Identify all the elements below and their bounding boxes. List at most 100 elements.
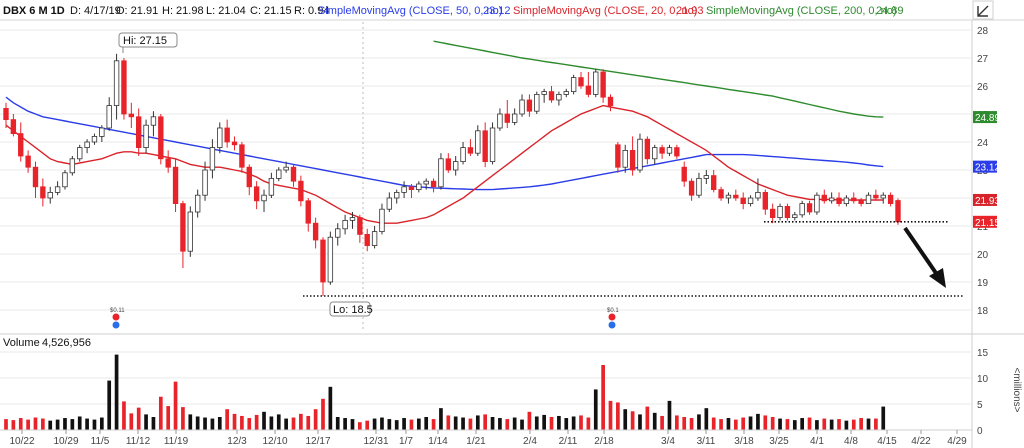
candle <box>799 200 805 218</box>
candle-body <box>792 214 798 219</box>
date-tick-label: 4/15 <box>877 436 897 447</box>
date-tick-label: 12/3 <box>227 436 247 447</box>
volume-bar <box>92 419 97 430</box>
date-tick-label: 2/18 <box>594 436 614 447</box>
candle-body <box>69 158 76 174</box>
candle-body <box>828 197 835 202</box>
candle-body <box>637 138 643 171</box>
volume-bar <box>638 414 642 430</box>
candle-body <box>865 194 872 204</box>
volume-bar <box>461 417 465 430</box>
volume-bar <box>240 415 244 430</box>
candle-body <box>497 113 503 129</box>
candle-body <box>556 94 562 101</box>
candle-body <box>298 180 304 202</box>
volume-bar <box>299 413 303 430</box>
date-tick-label: 12/17 <box>305 436 330 447</box>
candle-body <box>180 203 186 252</box>
volume-bar <box>851 419 856 430</box>
candle-body <box>644 138 651 160</box>
candlesticks <box>3 53 901 296</box>
candle-body <box>755 191 761 199</box>
sma20-value: 21.93 <box>676 5 704 17</box>
candle-body <box>357 217 363 235</box>
candle-body <box>239 144 245 168</box>
candle <box>194 189 201 218</box>
candle-body <box>349 217 356 221</box>
candle <box>644 136 651 165</box>
candle <box>806 200 813 215</box>
candle <box>217 122 223 154</box>
price-tick-label: 27 <box>977 54 989 65</box>
earnings-marker-2[interactable]: $0.1 <box>607 308 619 329</box>
candle <box>113 53 120 120</box>
date-tick-label: 2/11 <box>559 436 578 447</box>
candle <box>755 178 761 201</box>
volume-bar <box>815 420 819 430</box>
candle <box>187 206 193 257</box>
volume-bar <box>380 417 384 430</box>
candle-body <box>408 186 415 191</box>
volume-bar <box>48 420 53 430</box>
candle <box>150 111 157 137</box>
earnings-marker-1[interactable]: $0.11 <box>110 308 125 329</box>
volume-bar <box>225 409 229 430</box>
drawing-icon[interactable] <box>972 0 994 20</box>
range-label: R: 0.94 <box>294 5 329 17</box>
volume-bar <box>358 422 362 430</box>
candle <box>423 178 429 190</box>
volume-bar <box>335 417 340 430</box>
price-tick-label: 19 <box>977 278 989 289</box>
volume-bar <box>704 408 709 430</box>
svg-text:21.93: 21.93 <box>975 196 1000 207</box>
close-tag: 21.15 <box>973 215 1000 229</box>
candle-body <box>47 191 53 199</box>
volume-bar <box>195 416 200 430</box>
volume-bar <box>431 419 436 430</box>
candle-body <box>401 186 407 193</box>
sma200-label: SimpleMovingAvg (CLOSE, 200, 0, no) <box>706 5 897 17</box>
candle-body <box>202 169 208 196</box>
date-tick-label: 3/25 <box>769 436 789 447</box>
candle-body <box>312 222 319 241</box>
candle <box>548 86 555 103</box>
volume-bar <box>711 417 716 430</box>
candle-body <box>578 77 584 87</box>
svg-text:24.89: 24.89 <box>975 113 1000 124</box>
volume-bar <box>210 418 215 430</box>
volume-bar <box>807 417 812 430</box>
candle-body <box>814 194 820 213</box>
candle-body <box>769 208 776 218</box>
volume-axis-label: <millions> <box>1011 367 1022 412</box>
date-tick-label: 3/11 <box>697 436 716 447</box>
sma50-tag: 23.12 <box>973 160 1000 174</box>
volume-bar <box>697 414 701 430</box>
volume-tick-label: 5 <box>977 400 983 411</box>
candle-body <box>320 239 326 283</box>
candle <box>615 142 621 173</box>
candle-body <box>880 194 886 199</box>
candle-body <box>895 200 901 223</box>
volume-bar <box>166 406 171 430</box>
candle <box>814 192 820 215</box>
candle-body <box>342 219 348 230</box>
volume-bar <box>490 417 495 430</box>
candle <box>320 237 326 296</box>
volume-bar <box>394 420 399 430</box>
volume-bar <box>652 412 657 430</box>
candle-body <box>563 91 569 95</box>
dividend-icon <box>112 321 120 329</box>
candle <box>445 153 451 173</box>
candle <box>261 189 267 212</box>
candle <box>386 192 393 212</box>
candle-body <box>821 194 827 202</box>
candle <box>482 122 488 168</box>
candle <box>666 144 673 156</box>
date-tick-label: 2/4 <box>523 436 537 447</box>
candle <box>556 91 562 106</box>
candle-body <box>121 60 127 115</box>
candle <box>467 139 474 156</box>
date-tick-label: 11/19 <box>164 436 189 447</box>
candle-body <box>231 141 238 146</box>
candle <box>69 156 76 176</box>
